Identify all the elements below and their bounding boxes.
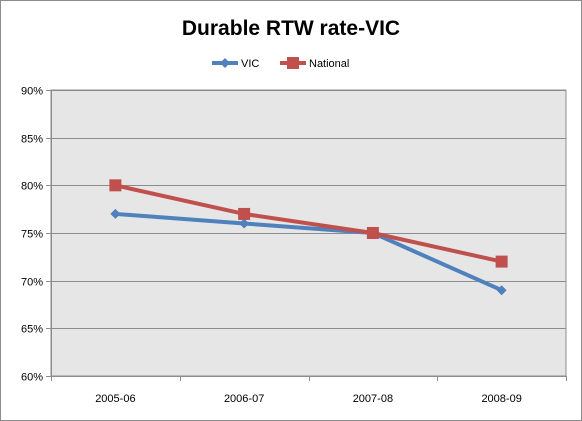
- y-tick-label: 65%: [21, 324, 43, 336]
- y-tick-label: 60%: [21, 372, 43, 384]
- series-line: [113, 211, 504, 293]
- y-tick-label: 70%: [21, 277, 43, 289]
- x-tick-label: 2005-06: [95, 393, 135, 405]
- x-tick-label: 2008-09: [481, 393, 521, 405]
- series-national: [109, 179, 508, 268]
- data-point-diamond: [110, 208, 121, 219]
- data-point-square: [495, 255, 508, 268]
- series-layer: [109, 179, 508, 296]
- x-axis: 2005-06 2006-07 2007-08 2008-09: [51, 376, 567, 405]
- legend-item-vic: VIC: [212, 58, 259, 70]
- data-point-diamond: [239, 218, 250, 229]
- data-point-diamond: [496, 285, 507, 296]
- y-tick-label: 80%: [21, 181, 43, 193]
- series-line: [113, 183, 504, 264]
- legend-label: National: [309, 58, 349, 70]
- data-point-square: [238, 207, 251, 220]
- gridlines: [51, 90, 566, 377]
- legend-item-national: National: [280, 57, 349, 70]
- chart-legend: VIC National: [212, 57, 349, 70]
- chart-title: Durable RTW rate-VIC: [182, 17, 400, 40]
- x-tick-label: 2007-08: [353, 393, 393, 405]
- data-point-square: [109, 179, 122, 192]
- y-axis: 60% 65% 70% 75% 80% 85% 90%: [21, 86, 52, 384]
- legend-label: VIC: [241, 58, 259, 70]
- legend-marker: [220, 58, 230, 68]
- y-tick-label: 75%: [21, 229, 43, 241]
- legend-marker: [287, 57, 299, 69]
- x-tick-label: 2006-07: [224, 393, 264, 405]
- data-point-square: [366, 227, 379, 239]
- y-tick-label: 85%: [21, 134, 43, 146]
- y-tick-label: 90%: [21, 86, 43, 98]
